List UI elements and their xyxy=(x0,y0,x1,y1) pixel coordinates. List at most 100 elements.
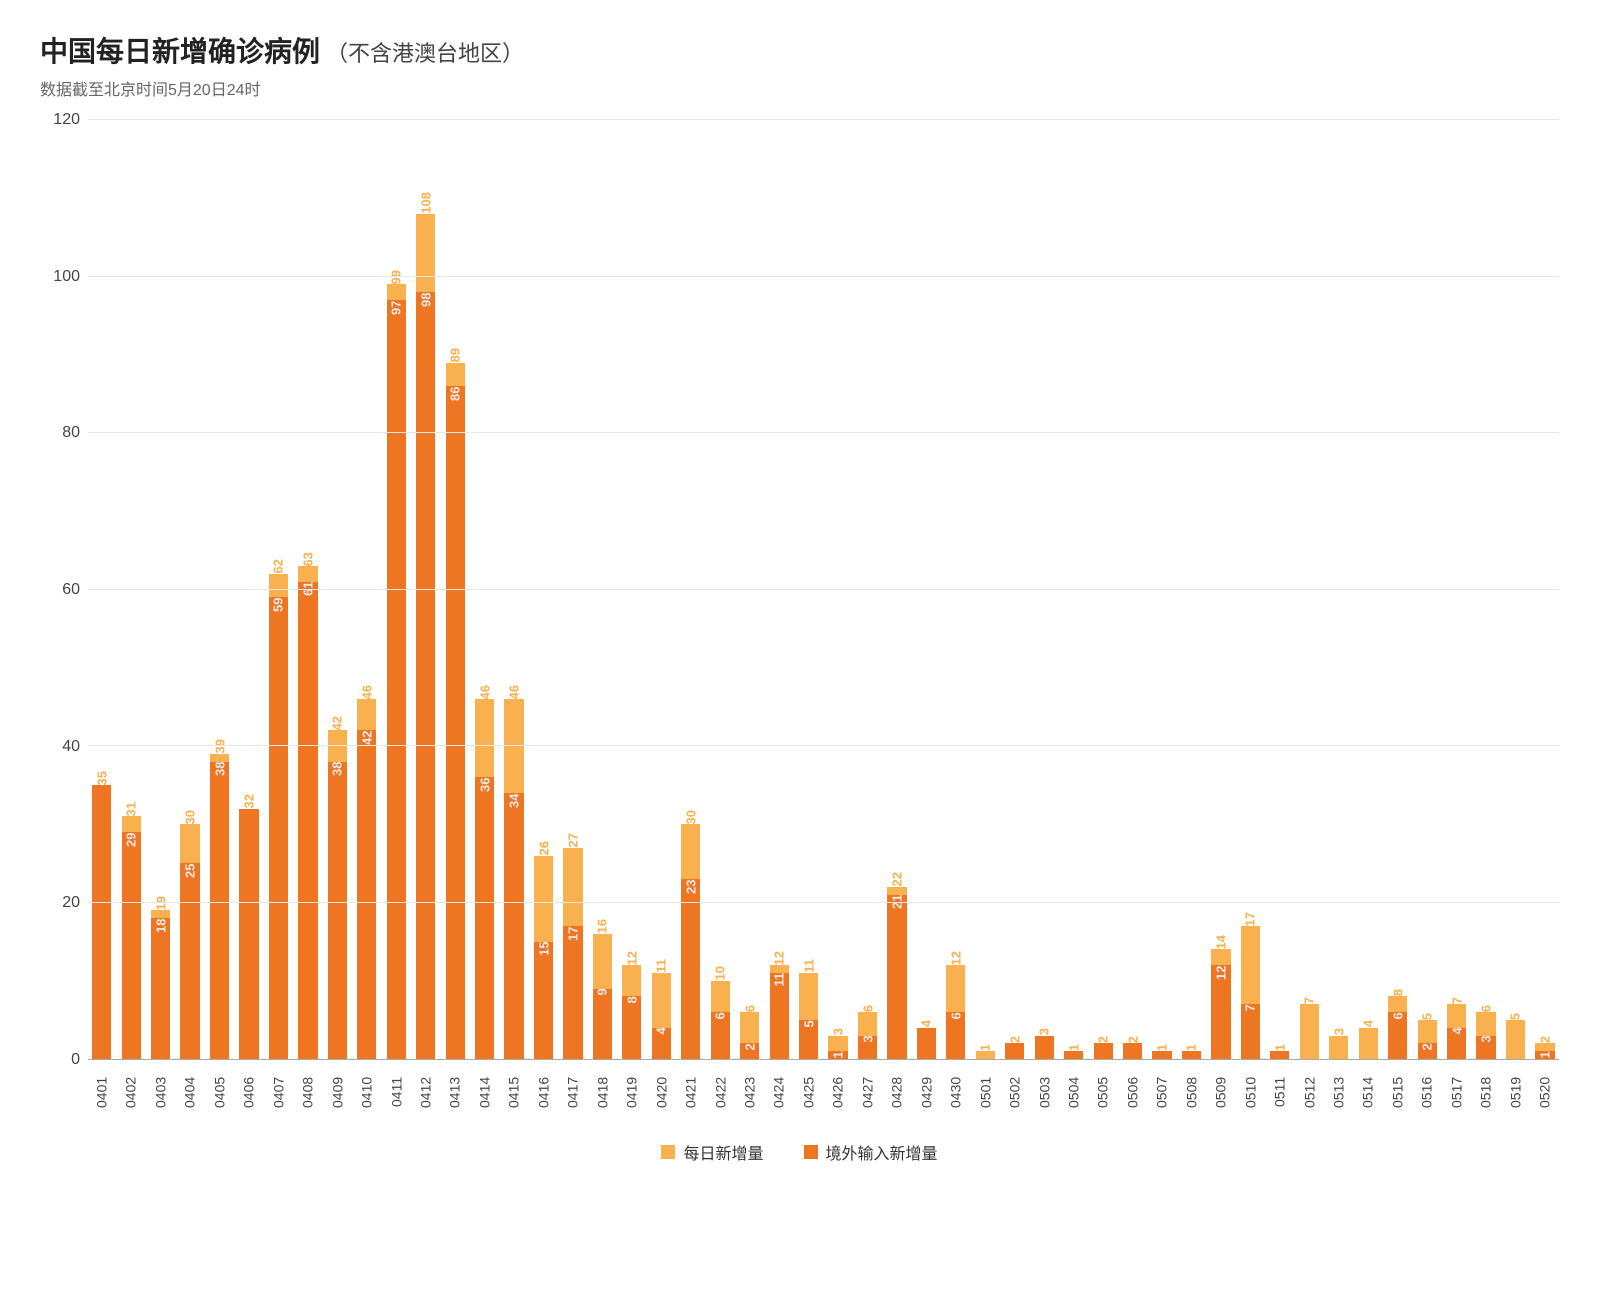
bar-stack: 4634 xyxy=(504,699,523,1059)
bar-segment-imported xyxy=(1152,1051,1171,1059)
bar-slot: 8986 xyxy=(443,120,466,1059)
bar-segment-daily xyxy=(593,934,612,989)
bar-slot: 169 xyxy=(591,120,614,1059)
bar-stack: 62 xyxy=(740,1012,759,1059)
bar-slot: 74 xyxy=(1445,120,1468,1059)
grid-line xyxy=(88,745,1559,746)
bar-segment-daily xyxy=(652,973,671,1028)
bar-total-label: 22 xyxy=(890,869,903,886)
bar-imported-label: 25 xyxy=(184,863,197,879)
bar-stack: 169 xyxy=(593,934,612,1059)
bar-slot: 2615 xyxy=(532,120,555,1059)
bar-stack: 32 xyxy=(239,809,258,1059)
x-tick-label: 0413 xyxy=(443,1068,466,1116)
bar-stack: 1 xyxy=(1182,1051,1201,1059)
bar-total-label: 1 xyxy=(1273,1041,1286,1051)
bar-imported-label: 6 xyxy=(714,1012,727,1021)
y-tick-label: 120 xyxy=(53,111,80,129)
legend-label-imported: 境外输入新增量 xyxy=(826,1140,938,1164)
bar-segment-imported: 15 xyxy=(534,942,553,1059)
bar-stack: 1 xyxy=(1152,1051,1171,1059)
bar-slot: 63 xyxy=(856,120,879,1059)
bar-total-label: 12 xyxy=(625,948,638,965)
bar-slot: 2 xyxy=(1003,120,1026,1059)
bar-imported-label: 15 xyxy=(537,942,550,958)
bar-slot: 106 xyxy=(709,120,732,1059)
bar-total-label: 1 xyxy=(1067,1041,1080,1051)
y-tick-label: 20 xyxy=(62,894,80,912)
bar-slot: 108 98 xyxy=(414,120,437,1059)
bar-total-label: 4 xyxy=(1362,1017,1375,1027)
bar-slot: 31 xyxy=(826,120,849,1059)
bar-segment-daily xyxy=(1418,1020,1437,1043)
bar-imported-label: 1 xyxy=(1538,1051,1551,1060)
chart-title-suffix: （不含港澳台地区） xyxy=(326,36,524,68)
bar-segment-imported: 59 xyxy=(269,597,288,1059)
bar-imported-label: 98 xyxy=(419,292,432,308)
bars-row: 3531291918302539383262596361423846429997… xyxy=(88,120,1559,1059)
bar-slot: 1 xyxy=(1268,120,1291,1059)
bar-stack: 2717 xyxy=(563,848,582,1059)
bar-stack: 9997 xyxy=(387,284,406,1059)
grid-line xyxy=(88,432,1559,433)
bar-imported-label: 36 xyxy=(478,777,491,793)
bar-slot: 6361 xyxy=(296,120,319,1059)
x-tick-label: 0426 xyxy=(826,1068,849,1116)
bar-imported-label: 11 xyxy=(773,973,786,989)
bar-segment-imported: 42 xyxy=(357,730,376,1059)
chart-subtitle: 数据截至北京时间5月20日24时 xyxy=(40,76,1559,100)
x-tick-label: 0423 xyxy=(738,1068,761,1116)
bar-slot: 4 xyxy=(915,120,938,1059)
bar-stack: 2221 xyxy=(887,887,906,1059)
bar-imported-label: 17 xyxy=(566,926,579,942)
legend-item-daily: 每日新增量 xyxy=(661,1140,763,1164)
x-tick-label: 0404 xyxy=(178,1068,201,1116)
x-tick-label: 0412 xyxy=(414,1068,437,1116)
x-tick-label: 0514 xyxy=(1356,1068,1379,1116)
bar-imported-label: 18 xyxy=(154,918,167,934)
bar-segment-imported: 17 xyxy=(563,926,582,1059)
bar-slot: 177 xyxy=(1239,120,1262,1059)
x-tick-label: 0502 xyxy=(1003,1068,1026,1116)
bar-slot: 4636 xyxy=(473,120,496,1059)
bar-total-label: 108 xyxy=(419,189,432,214)
bar-segment-imported: 6 xyxy=(1388,1012,1407,1059)
bar-segment-imported xyxy=(92,785,111,1059)
bar-slot: 63 xyxy=(1474,120,1497,1059)
bar-segment-imported: 4 xyxy=(1447,1028,1466,1059)
bar-stack: 2 xyxy=(1123,1043,1142,1059)
bar-slot: 128 xyxy=(620,120,643,1059)
bar-imported-label: 3 xyxy=(1480,1036,1493,1045)
bar-slot: 52 xyxy=(1415,120,1438,1059)
bar-imported-label: 38 xyxy=(331,762,344,778)
x-tick-label: 0415 xyxy=(502,1068,525,1116)
bar-stack: 74 xyxy=(1447,1004,1466,1059)
x-tick-label: 0510 xyxy=(1239,1068,1262,1116)
bar-slot: 35 xyxy=(90,120,113,1059)
x-tick-label: 0512 xyxy=(1298,1068,1321,1116)
bar-total-label: 63 xyxy=(301,549,314,566)
grid-line xyxy=(88,902,1559,903)
bar-slot: 3 xyxy=(1033,120,1056,1059)
bar-stack: 126 xyxy=(946,965,965,1059)
bar-slot: 115 xyxy=(797,120,820,1059)
bar-total-label: 11 xyxy=(802,956,815,973)
bar-stack: 1211 xyxy=(770,965,789,1059)
bar-segment-daily xyxy=(1329,1036,1348,1059)
bar-total-label: 46 xyxy=(360,682,373,699)
bar-slot: 3129 xyxy=(119,120,142,1059)
bar-total-label: 30 xyxy=(684,807,697,824)
bar-imported-label: 2 xyxy=(1421,1043,1434,1052)
y-tick-label: 40 xyxy=(62,738,80,756)
x-tick-label: 0428 xyxy=(885,1068,908,1116)
bar-segment-imported xyxy=(239,809,258,1059)
bar-slot: 4634 xyxy=(502,120,525,1059)
bar-imported-label: 86 xyxy=(449,386,462,402)
plot-area: 020406080100120 353129191830253938326259… xyxy=(40,120,1559,1060)
bar-segment-imported: 3 xyxy=(1476,1036,1495,1059)
x-tick-label: 0402 xyxy=(119,1068,142,1116)
bar-segment-imported: 11 xyxy=(770,973,789,1059)
bar-stack: 1 xyxy=(976,1051,995,1059)
bar-segment-daily xyxy=(1300,1004,1319,1059)
bar-stack: 10898 xyxy=(416,214,435,1059)
